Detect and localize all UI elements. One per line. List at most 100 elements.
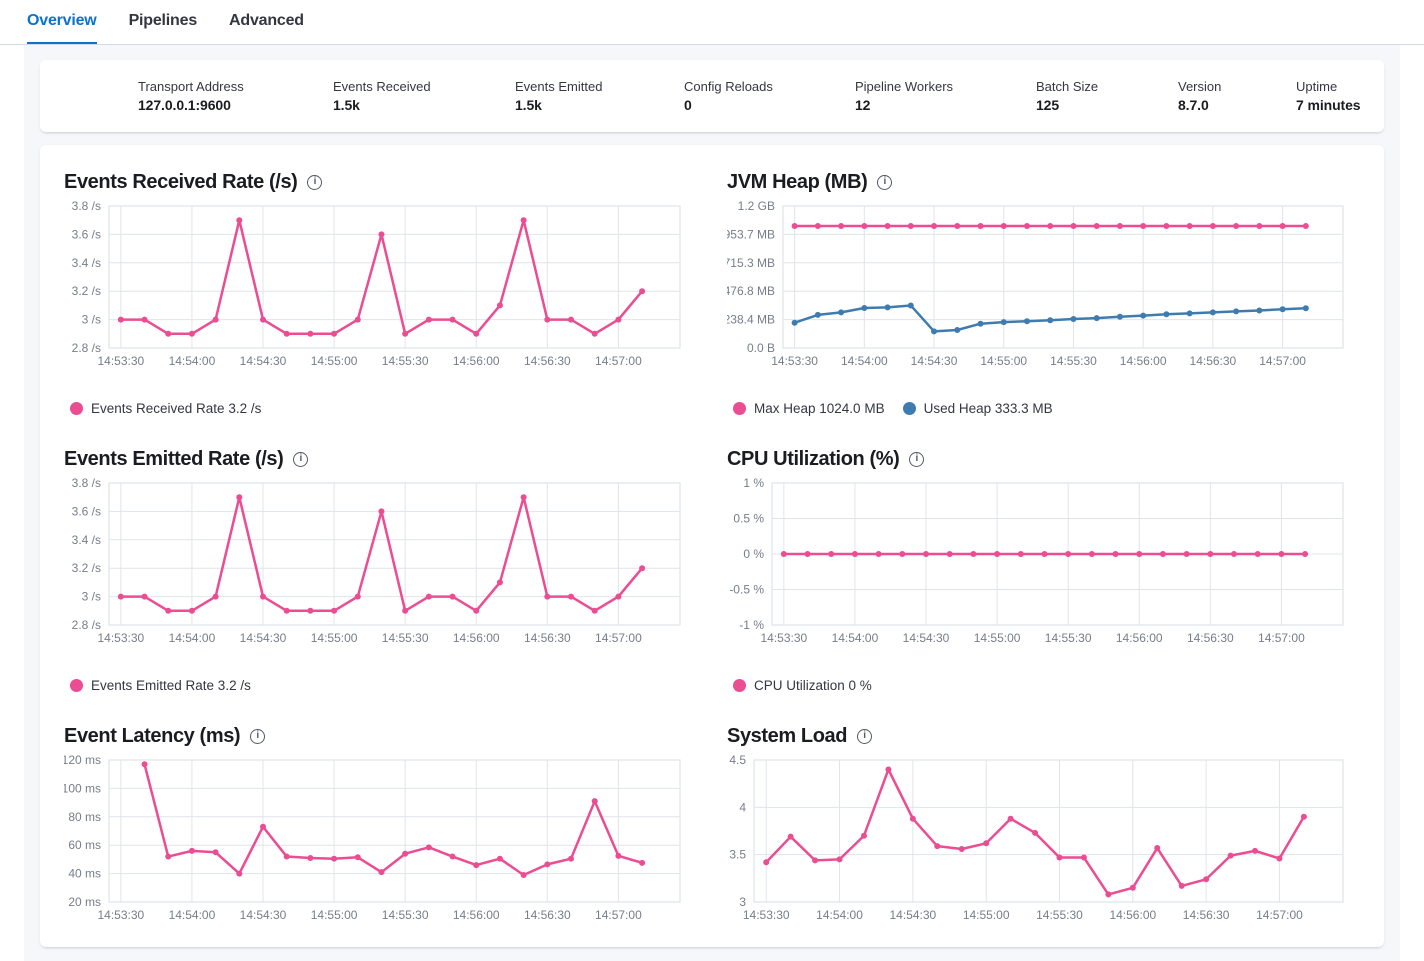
y-tick-label: 0 % [743, 547, 764, 561]
info-icon[interactable]: i [877, 175, 893, 190]
series-point [1233, 223, 1240, 230]
series-point [473, 330, 480, 337]
node-summary-bar: Transport Address 127.0.0.1:9600 Events … [40, 60, 1384, 132]
series-point [1116, 223, 1123, 230]
series-point [1080, 854, 1087, 861]
x-tick-label: 14:54:00 [169, 354, 216, 368]
stat-value: 7 minutes [1296, 97, 1361, 113]
x-tick-label: 14:56:30 [524, 354, 571, 368]
y-tick-label: 3 [739, 895, 746, 909]
series-point [958, 845, 965, 852]
series-point [1065, 551, 1072, 557]
info-icon[interactable]: i [909, 452, 925, 467]
chart-events-received-rate: Events Received Rate (/s) i 3.8 /s 3.6 /s 3.… [64, 171, 686, 416]
series-point [1007, 815, 1014, 822]
chart-title: Events Emitted Rate (/s) [64, 448, 284, 470]
series-point [1112, 551, 1119, 557]
series-point [496, 302, 503, 309]
info-icon[interactable]: i [250, 729, 266, 744]
legend-item[interactable]: Max Heap 1024.0 MB [733, 401, 885, 416]
x-tick-label: 14:55:30 [1050, 354, 1097, 368]
tab-pipelines[interactable]: Pipelines [128, 12, 198, 29]
series-point [1178, 882, 1185, 889]
series-point [1183, 551, 1190, 557]
series-point [1302, 305, 1309, 312]
legend-dot-icon [733, 679, 746, 692]
chart-plot: 4.5 4 3.5 314:53:30 14:54:00 14:54:30 14:55:00… [729, 753, 1344, 922]
series-point [425, 844, 432, 851]
stat-events-received: Events Received 1.5k [333, 79, 515, 113]
x-tick-label: 14:56:30 [1183, 908, 1230, 922]
series-point [899, 551, 906, 557]
stat-label: Version [1178, 79, 1222, 94]
y-tick-label: 80 ms [68, 810, 101, 824]
series-point [141, 593, 148, 600]
y-tick-label: 1 % [743, 476, 764, 490]
x-tick-label: 14:57:00 [595, 354, 642, 368]
y-tick-label: 120 ms [64, 753, 101, 767]
y-tick-label: 4.5 [729, 753, 746, 767]
plot-border [108, 482, 681, 626]
series-point [283, 330, 290, 337]
legend-dot-icon [70, 679, 83, 692]
legend-item[interactable]: Events Emitted Rate 3.2 /s [70, 678, 251, 693]
chart-header: CPU Utilization (%) i [727, 448, 1349, 471]
y-tick-label: 238.4 MB [727, 313, 775, 327]
y-tick-label: 100 ms [64, 781, 101, 795]
stat-label: Batch Size [1036, 79, 1099, 94]
y-tick-label: 1.2 GB [738, 199, 775, 213]
x-tick-label: 14:54:30 [240, 908, 287, 922]
legend-label: CPU Utilization 0 % [754, 678, 872, 693]
series-point [473, 607, 480, 614]
x-tick-label: 14:55:00 [311, 354, 358, 368]
series-point [812, 857, 819, 864]
chart-header: System Load i [727, 725, 1349, 748]
y-tick-label: 715.3 MB [727, 256, 775, 270]
info-icon[interactable]: i [293, 452, 309, 467]
x-tick-label: 14:53:30 [743, 908, 790, 922]
info-icon[interactable]: i [307, 175, 323, 190]
chart-title: Event Latency (ms) [64, 725, 241, 747]
series-point [544, 861, 551, 868]
tab-bar: Overview Pipelines Advanced [0, 0, 1424, 45]
x-tick-label: 14:54:30 [240, 354, 287, 368]
series-point [378, 508, 385, 515]
legend-item[interactable]: Used Heap 333.3 MB [902, 401, 1053, 416]
series-point [1300, 813, 1307, 820]
series-point [1023, 318, 1030, 325]
legend-item[interactable]: Events Received Rate 3.2 /s [70, 401, 261, 416]
series-point [861, 223, 868, 230]
chart-title: Events Received Rate (/s) [64, 171, 298, 193]
legend-item[interactable]: CPU Utilization 0 % [733, 678, 872, 693]
series-point [954, 327, 961, 334]
series-point [1070, 316, 1077, 323]
y-tick-label: 3.6 /s [72, 227, 101, 241]
series-point [639, 288, 646, 295]
series-point [884, 304, 891, 311]
series-point [977, 223, 984, 230]
series-point [875, 551, 882, 557]
y-tick-label: 4 [739, 800, 746, 814]
series-point [1088, 551, 1095, 557]
x-tick-label: 14:55:00 [974, 631, 1021, 645]
plot-border [782, 205, 1344, 349]
series-point [307, 854, 314, 861]
plot-border [771, 482, 1344, 626]
x-tick-label: 14:57:00 [1256, 908, 1303, 922]
x-tick-label: 14:57:00 [595, 631, 642, 645]
charts-grid: Events Received Rate (/s) i 3.8 /s 3.6 /s 3.… [62, 171, 1360, 947]
plot-border [108, 759, 681, 903]
series-point [1276, 855, 1283, 862]
series-point [568, 316, 575, 323]
tab-advanced[interactable]: Advanced [229, 12, 304, 29]
series-point [780, 551, 787, 557]
chart-plot: 3.8 /s 3.6 /s 3.4 /s 3.2 /s 3 /s 2.8 /s14:53:… [72, 199, 681, 368]
series-point [212, 316, 219, 323]
info-icon[interactable]: i [857, 729, 873, 744]
series-point [1023, 223, 1030, 230]
series-point [117, 316, 124, 323]
x-tick-label: 14:55:00 [980, 354, 1027, 368]
tab-overview[interactable]: Overview [27, 12, 97, 44]
plot-border [108, 205, 681, 349]
series-point [1140, 312, 1147, 319]
